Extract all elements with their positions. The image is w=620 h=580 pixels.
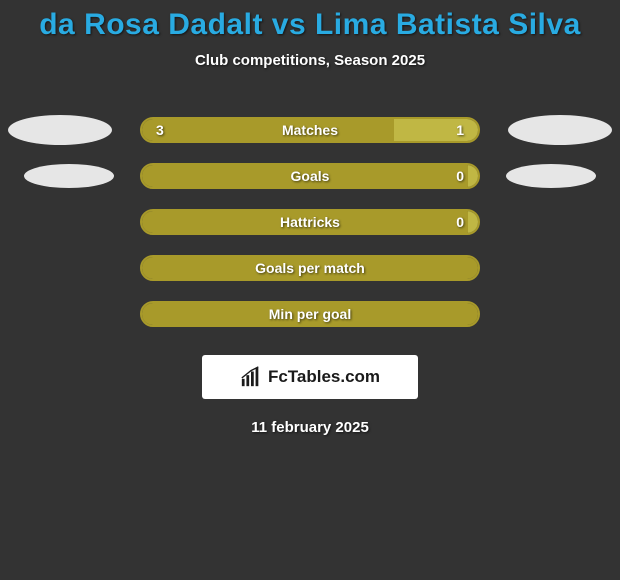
stat-value-right: 0 <box>456 214 464 230</box>
stat-row: Matches 3 1 <box>0 107 620 153</box>
stat-bar-left <box>142 119 394 141</box>
stat-value-right: 0 <box>456 168 464 184</box>
date-text: 11 february 2025 <box>0 419 620 436</box>
stat-bar: Matches 3 1 <box>140 117 480 143</box>
player-left-badge <box>24 164 114 188</box>
stat-label: Goals <box>291 168 330 184</box>
stat-row: Hattricks 0 <box>0 199 620 245</box>
branding-text: FcTables.com <box>268 367 380 387</box>
stat-row: Goals per match <box>0 245 620 291</box>
stat-value-right: 1 <box>456 122 464 138</box>
stat-bar-right <box>468 165 478 187</box>
stat-value-left: 3 <box>156 122 164 138</box>
stat-label: Min per goal <box>269 306 351 322</box>
branding-badge[interactable]: FcTables.com <box>202 355 418 399</box>
player-right-badge <box>506 164 596 188</box>
stat-bar-right <box>394 119 478 141</box>
stat-label: Goals per match <box>255 260 365 276</box>
stat-bar-right <box>468 211 478 233</box>
player-left-badge <box>8 115 112 145</box>
comparison-card: da Rosa Dadalt vs Lima Batista Silva Clu… <box>0 0 620 436</box>
page-subtitle: Club competitions, Season 2025 <box>0 52 620 69</box>
stat-bar: Hattricks 0 <box>140 209 480 235</box>
stat-bar: Goals 0 <box>140 163 480 189</box>
page-title: da Rosa Dadalt vs Lima Batista Silva <box>0 8 620 42</box>
stat-bar: Goals per match <box>140 255 480 281</box>
stat-label: Hattricks <box>280 214 340 230</box>
stat-row: Goals 0 <box>0 153 620 199</box>
stat-row: Min per goal <box>0 291 620 337</box>
stat-bar: Min per goal <box>140 301 480 327</box>
stat-rows: Matches 3 1 Goals 0 Hattricks 0 Goals per match… <box>0 107 620 337</box>
stat-label: Matches <box>282 122 338 138</box>
player-right-badge <box>508 115 612 145</box>
chart-icon <box>240 366 262 388</box>
